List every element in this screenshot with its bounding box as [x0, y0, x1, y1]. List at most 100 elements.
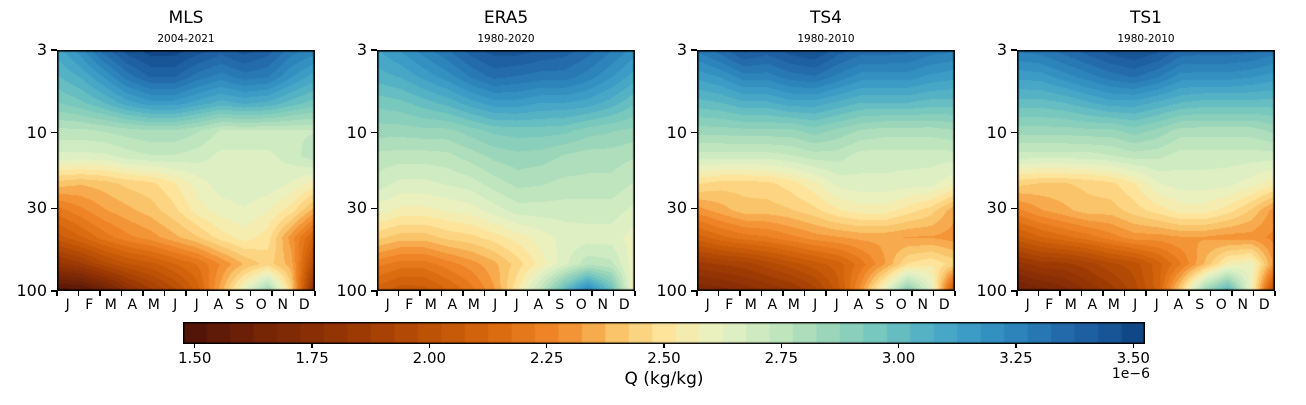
month-label: A — [767, 297, 778, 313]
x-tick-mark — [271, 291, 273, 296]
month-label: M — [147, 297, 160, 313]
y-tick-label: 30 — [26, 198, 47, 218]
colorbar-tick-mark — [663, 344, 665, 348]
month-label: J — [65, 297, 70, 313]
colorbar-tick-mark — [897, 344, 900, 348]
x-tick-mark — [376, 291, 378, 296]
month-label: D — [618, 297, 630, 313]
month-label: J — [813, 297, 818, 313]
y-tick-label: 100 — [16, 281, 47, 300]
month-label: M — [1107, 297, 1120, 313]
y-tick-mark — [371, 49, 377, 51]
x-tick-mark — [206, 291, 209, 296]
month-label: D — [298, 297, 310, 313]
x-tick-mark — [717, 291, 720, 296]
month-label: N — [597, 297, 608, 313]
month-label: A — [127, 297, 138, 313]
y-tick-label: 100 — [976, 281, 1007, 300]
x-tick-mark — [1037, 291, 1040, 296]
colorbar-tick-label: 3.25 — [999, 349, 1033, 367]
x-tick-mark — [1188, 291, 1190, 296]
x-tick-mark — [77, 291, 80, 296]
month-label: O — [575, 297, 587, 313]
month-label: F — [85, 297, 94, 313]
x-tick-mark — [249, 291, 252, 296]
x-tick-mark — [397, 291, 400, 296]
y-tick-mark — [371, 290, 377, 292]
colorbar-label: Q (kg/kg) — [624, 369, 704, 389]
month-label: N — [277, 297, 288, 313]
contour-plot-canvas-ts4 — [697, 50, 955, 291]
panel-subtitle-ts1: 1980-2010 — [1117, 33, 1175, 45]
y-tick-label: 3 — [36, 40, 47, 59]
x-tick-mark — [760, 291, 763, 296]
panel-title-mls: MLS — [168, 8, 204, 28]
y-tick-mark — [51, 290, 57, 292]
x-tick-mark — [483, 291, 486, 296]
x-tick-mark — [1080, 291, 1083, 296]
colorbar-tick-label: 3.00 — [881, 349, 916, 367]
colorbar-tick-mark — [311, 344, 313, 348]
month-label: J — [1154, 297, 1159, 313]
panel-mls: MLS 2004-2021 3 10 30 100 J F M A M J J A S O N D — [16, 8, 316, 313]
x-tick-mark — [1166, 291, 1169, 296]
x-tick-mark — [462, 291, 464, 296]
x-tick-mark — [825, 291, 827, 296]
y-tick-label: 30 — [346, 198, 367, 218]
x-tick-mark — [591, 291, 593, 296]
y-tick-label: 10 — [986, 122, 1007, 142]
colorbar-tick-label: 2.50 — [647, 349, 681, 367]
x-tick-mark — [1123, 291, 1126, 296]
month-label: M — [744, 297, 757, 313]
panel-subtitle-ts4: 1980-2010 — [797, 33, 855, 45]
month-label: O — [255, 297, 267, 313]
colorbar-tick-label: 2.00 — [412, 349, 447, 367]
contour-plot-canvas-era5 — [377, 50, 635, 291]
x-tick-mark — [1016, 291, 1018, 296]
x-tick-mark — [185, 291, 187, 296]
x-tick-mark — [1059, 291, 1061, 296]
colorbar-tick-mark — [545, 344, 548, 348]
colorbar-offset-text: 1e−6 — [1111, 366, 1150, 382]
month-label: M — [467, 297, 480, 313]
colorbar-tick-label: 2.25 — [529, 349, 564, 367]
y-tick-mark — [51, 132, 57, 134]
month-label: F — [405, 297, 414, 313]
x-tick-mark — [1209, 291, 1212, 296]
x-tick-mark — [782, 291, 784, 296]
month-label: J — [834, 297, 839, 313]
x-tick-mark — [505, 291, 507, 296]
month-label: J — [385, 297, 390, 313]
x-tick-mark — [612, 291, 615, 296]
month-label: N — [917, 297, 928, 313]
x-tick-mark — [440, 291, 443, 296]
contour-plot-canvas-mls — [57, 50, 315, 291]
month-label: J — [1025, 297, 1030, 313]
x-tick-mark — [56, 291, 58, 296]
x-tick-mark — [228, 291, 230, 296]
x-tick-mark — [739, 291, 741, 296]
colorbar-tick-label: 1.50 — [178, 349, 212, 367]
y-tick-label: 100 — [656, 281, 687, 300]
y-tick-label: 30 — [666, 198, 687, 218]
y-tick-label: 10 — [346, 122, 367, 142]
panel-title-ts4: TS4 — [810, 8, 842, 28]
x-tick-mark — [1231, 291, 1233, 296]
panel-title-ts1: TS1 — [1130, 8, 1162, 28]
month-label: J — [194, 297, 199, 313]
month-label: A — [1173, 297, 1184, 313]
month-label: M — [104, 297, 117, 313]
panel-ts1: TS1 1980-2010 3 10 30 100 J F M A M J J A S O N D — [976, 8, 1276, 313]
month-label: O — [1215, 297, 1227, 313]
month-label: F — [725, 297, 734, 313]
y-tick-label: 3 — [356, 40, 367, 59]
month-label: S — [1195, 297, 1205, 313]
colorbar-tick-mark — [428, 344, 431, 348]
x-tick-mark — [1274, 291, 1276, 296]
colorbar-tick-label: 1.75 — [295, 349, 329, 367]
month-label: J — [493, 297, 498, 313]
month-label: J — [173, 297, 178, 313]
colorbar-tick-label: 2.75 — [764, 349, 799, 367]
y-tick-label: 3 — [996, 40, 1007, 59]
